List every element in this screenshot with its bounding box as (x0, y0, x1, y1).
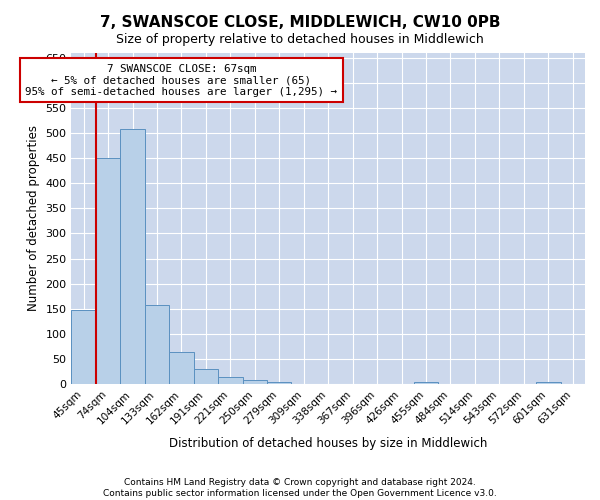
Text: Size of property relative to detached houses in Middlewich: Size of property relative to detached ho… (116, 32, 484, 46)
Bar (218, 377, 242, 384)
X-axis label: Distribution of detached houses by size in Middlewich: Distribution of detached houses by size … (169, 437, 487, 450)
Bar (267, 382, 292, 384)
Bar (169, 352, 194, 384)
Bar (414, 382, 438, 384)
Bar (145, 305, 169, 384)
Text: 7 SWANSCOE CLOSE: 67sqm
← 5% of detached houses are smaller (65)
95% of semi-det: 7 SWANSCOE CLOSE: 67sqm ← 5% of detached… (25, 64, 337, 97)
Bar (120, 130, 145, 384)
Bar (96, 158, 120, 384)
Bar (194, 369, 218, 384)
Bar (71, 310, 96, 384)
Text: Contains HM Land Registry data © Crown copyright and database right 2024.
Contai: Contains HM Land Registry data © Crown c… (103, 478, 497, 498)
Bar (536, 382, 560, 384)
Bar (242, 380, 267, 384)
Y-axis label: Number of detached properties: Number of detached properties (27, 126, 40, 312)
Text: 7, SWANSCOE CLOSE, MIDDLEWICH, CW10 0PB: 7, SWANSCOE CLOSE, MIDDLEWICH, CW10 0PB (100, 15, 500, 30)
